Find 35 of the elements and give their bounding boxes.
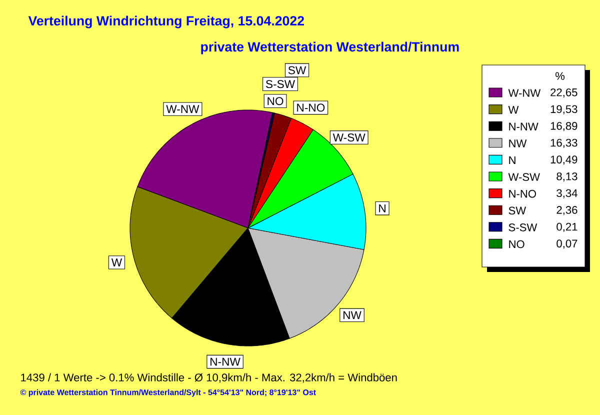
slice-label: NO: [268, 97, 284, 106]
legend-label: S-SW: [508, 223, 538, 232]
chart-title: Verteilung Windrichtung Freitag, 15.04.2022: [28, 16, 304, 28]
data-label: 16,33: [550, 138, 578, 148]
slice-label: W-NW: [166, 105, 200, 113]
legend-label: N: [509, 156, 516, 164]
slice-label: NW: [344, 311, 362, 320]
data-label: 10,49: [550, 156, 578, 165]
slice-label: N-NO: [297, 104, 325, 112]
data-label: 19,53: [550, 105, 578, 114]
data-label: 0,07: [556, 240, 578, 249]
legend-title: %: [555, 72, 565, 80]
chart-subtitle: private Wetterstation Westerland/Tinnum: [201, 42, 459, 54]
slice-label: N: [379, 204, 386, 212]
slice-label: W-SW: [332, 133, 366, 142]
category-label: SW: [288, 66, 306, 74]
legend-label: N-NO: [509, 190, 536, 198]
slice-label: N-NW: [210, 358, 240, 366]
legend-label: NW: [509, 140, 527, 148]
data-label: 8,13: [556, 172, 578, 182]
legend-label: N-NW: [509, 122, 538, 130]
data-label: 22,65: [550, 88, 578, 98]
text: © private Wetterstation Tinnum/Westerland/Sylt - 54°54'13" Nord; 8°19'13" Ost: [20, 389, 316, 397]
data-label: 3,34: [556, 189, 578, 198]
slice-label: S-SW: [266, 80, 296, 88]
data-label: 2,36: [556, 206, 578, 216]
data-label: 16,89: [550, 122, 578, 132]
legend-label: SW: [508, 206, 526, 215]
slice-label: W: [111, 258, 122, 266]
text: 1439 / 1 Werte -> 0.1% Windstille - Ø 10,9km/h - Max. 32,2km/h = Windböen: [21, 373, 397, 383]
data-label: 0,21: [556, 222, 578, 232]
legend-label: W: [508, 106, 519, 114]
legend-label: W-SW: [508, 173, 540, 181]
legend-label: W-NW: [508, 89, 541, 97]
legend-label: NO: [509, 240, 524, 248]
